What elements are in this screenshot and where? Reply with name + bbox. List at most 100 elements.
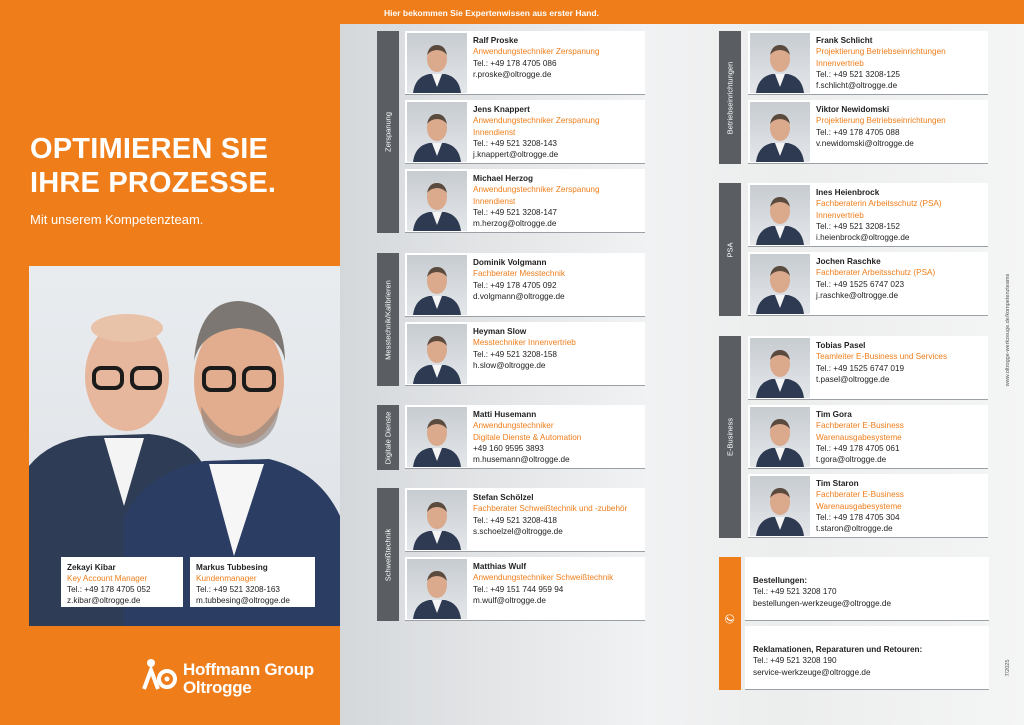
section-bar-e-business: E-Business (719, 336, 741, 538)
orders-email[interactable]: bestellungen-werkzeuge@oltrogge.de (753, 598, 892, 608)
section-bar-psa: PSA (719, 183, 741, 316)
person-phone: +49 160 9595 3893 (473, 443, 544, 453)
logo-line-1: Hoffmann Group (183, 660, 314, 679)
section-label: Messtechnik/Kalibrieren (383, 279, 393, 360)
person-email[interactable]: t.gora@oltrogge.de (816, 455, 887, 465)
person-role: Projektierung Betriebseinrichtungen (816, 47, 946, 57)
person-details: Viktor Newidomski Projektierung Betriebse… (816, 104, 984, 149)
section-bar-digitale-dienste: Digitale Dienste (377, 405, 399, 470)
person-avatar-icon (413, 183, 461, 231)
person-phone: Tel.: +49 521 3208-152 (816, 221, 900, 231)
person-photo (407, 407, 467, 467)
person-role-2: Innenvertrieb (816, 210, 864, 220)
person-photo (407, 490, 467, 550)
person-details: Michael Herzog Anwendungstechniker Zerspa… (473, 173, 641, 229)
person-name: Frank Schlicht (816, 36, 873, 45)
person-details: Stefan Schölzel Fachberater Schweißtechni… (473, 492, 641, 537)
person-phone: Tel.: +49 521 3208-158 (473, 349, 557, 359)
complaints-email[interactable]: service-werkzeuge@oltrogge.de (753, 667, 871, 677)
person-email[interactable]: t.pasel@oltrogge.de (816, 374, 890, 384)
person-avatar-icon (756, 45, 804, 93)
banner-text: Hier bekommen Sie Expertenwissen aus ers… (384, 8, 599, 18)
person-avatar-icon (413, 502, 461, 550)
section-bar-contact (719, 557, 741, 690)
person-email[interactable]: m.wulf@oltrogge.de (473, 595, 546, 605)
person-details: Jochen Raschke Fachberater Arbeitsschutz … (816, 256, 984, 301)
person-details: Ralf Proske Anwendungstechniker Zerspanun… (473, 35, 641, 80)
version-label: 7/2025 (1005, 659, 1011, 677)
person-card: Matti Husemann Anwendungstechniker Digital… (405, 405, 645, 469)
contact-name: Markus Tubbesing (196, 563, 268, 572)
person-email[interactable]: i.heienbrock@oltrogge.de (816, 233, 910, 243)
person-name: Tim Gora (816, 410, 852, 419)
section-bar-messtechnik: Messtechnik/Kalibrieren (377, 253, 399, 386)
person-role: Fachberaterin Arbeitsschutz (PSA) (816, 199, 942, 209)
person-email[interactable]: h.slow@oltrogge.de (473, 360, 546, 370)
person-photo (750, 476, 810, 536)
hoffmann-logo-icon (142, 659, 177, 690)
person-details: Heyman Slow Messtechniker Innenvertrieb Te… (473, 326, 641, 371)
person-avatar-icon (413, 571, 461, 619)
person-phone: Tel.: +49 178 4705 088 (816, 127, 900, 137)
person-avatar-icon (756, 197, 804, 245)
person-email[interactable]: d.volgmann@oltrogge.de (473, 291, 565, 301)
person-card: Tim Gora Fachberater E-Business Warenausga… (748, 405, 988, 469)
contact-email[interactable]: z.kibar@oltrogge.de (67, 596, 141, 605)
person-card: Jochen Raschke Fachberater Arbeitsschutz … (748, 252, 988, 316)
person-card: Ines Heienbrock Fachberaterin Arbeitsschu… (748, 183, 988, 247)
person-card: Jens Knappert Anwendungstechniker Zerspan… (405, 100, 645, 164)
person-card: Tobias Pasel Teamleiter E-Business und Se… (748, 336, 988, 400)
person-email[interactable]: v.newidomski@oltrogge.de (816, 138, 914, 148)
person-phone: Tel.: +49 1525 6747 019 (816, 363, 905, 373)
person-email[interactable]: t.staron@oltrogge.de (816, 524, 893, 534)
section-bar-betriebseinrichtungen: Betriebseinrichtungen (719, 31, 741, 164)
person-avatar-icon (413, 114, 461, 162)
person-name: Dominik Volgmann (473, 258, 547, 267)
person-email[interactable]: r.proske@oltrogge.de (473, 69, 552, 79)
person-photo (750, 254, 810, 314)
person-name: Tobias Pasel (816, 341, 866, 350)
person-email[interactable]: f.schlicht@oltrogge.de (816, 81, 898, 91)
person-email[interactable]: m.herzog@oltrogge.de (473, 219, 557, 229)
section-label: Zerspanung (383, 111, 393, 153)
orders-title: Bestellungen: (753, 576, 808, 585)
person-details: Matthias Wulf Anwendungstechniker Schweiß… (473, 561, 641, 606)
person-role-2: Innendienst (473, 127, 516, 137)
person-photo (407, 33, 467, 93)
section-label: Digitale Dienste (383, 411, 393, 464)
person-card: Heyman Slow Messtechniker Innenvertrieb Te… (405, 322, 645, 386)
person-photo (750, 102, 810, 162)
person-email[interactable]: j.raschke@oltrogge.de (816, 290, 899, 300)
section-label: E-Business (725, 418, 735, 456)
contact-email[interactable]: m.tubbesing@oltrogge.de (196, 596, 290, 605)
person-role: Anwendungstechniker (473, 421, 554, 431)
person-avatar-icon (756, 488, 804, 536)
person-role: Fachberater E-Business (816, 421, 904, 431)
person-details: Ines Heienbrock Fachberaterin Arbeitsschu… (816, 187, 984, 243)
person-avatar-icon (756, 266, 804, 314)
side-url[interactable]: www.oltrogge-werkzeuge.de/kompetenzteams (1005, 273, 1011, 387)
person-email[interactable]: m.husemann@oltrogge.de (473, 455, 570, 465)
person-role: Anwendungstechniker Schweißtechnik (473, 573, 614, 583)
person-email[interactable]: j.knappert@oltrogge.de (473, 150, 559, 160)
person-name: Ralf Proske (473, 36, 519, 45)
person-role-2: Warenausgabesysteme (816, 432, 902, 442)
contact-role: Kundenmanager (196, 574, 257, 583)
person-name: Tim Staron (816, 479, 859, 488)
section-label: Betriebseinrichtungen (725, 61, 735, 134)
team-photo: Zekayi Kibar Key Account Manager Tel.: +… (29, 266, 340, 626)
person-phone: Tel.: +49 521 3208-147 (473, 207, 557, 217)
person-name: Stefan Schölzel (473, 493, 534, 502)
section-label: PSA (725, 241, 735, 258)
person-card: Frank Schlicht Projektierung Betriebseinr… (748, 31, 988, 95)
logo-line-2: Oltrogge (183, 678, 252, 697)
contact-role: Key Account Manager (67, 574, 148, 583)
person-photo (750, 338, 810, 398)
person-email[interactable]: s.schoelzel@oltrogge.de (473, 526, 563, 536)
company-logo: Hoffmann Group Oltrogge (140, 657, 314, 698)
person-role: Projektierung Betriebseinrichtungen (816, 116, 946, 126)
person-details: Tim Staron Fachberater E-Business Warenaus… (816, 478, 984, 534)
person-details: Matti Husemann Anwendungstechniker Digital… (473, 409, 641, 465)
person-avatar-icon (756, 350, 804, 398)
contact-card-kibar: Zekayi Kibar Key Account Manager Tel.: +… (61, 557, 183, 607)
